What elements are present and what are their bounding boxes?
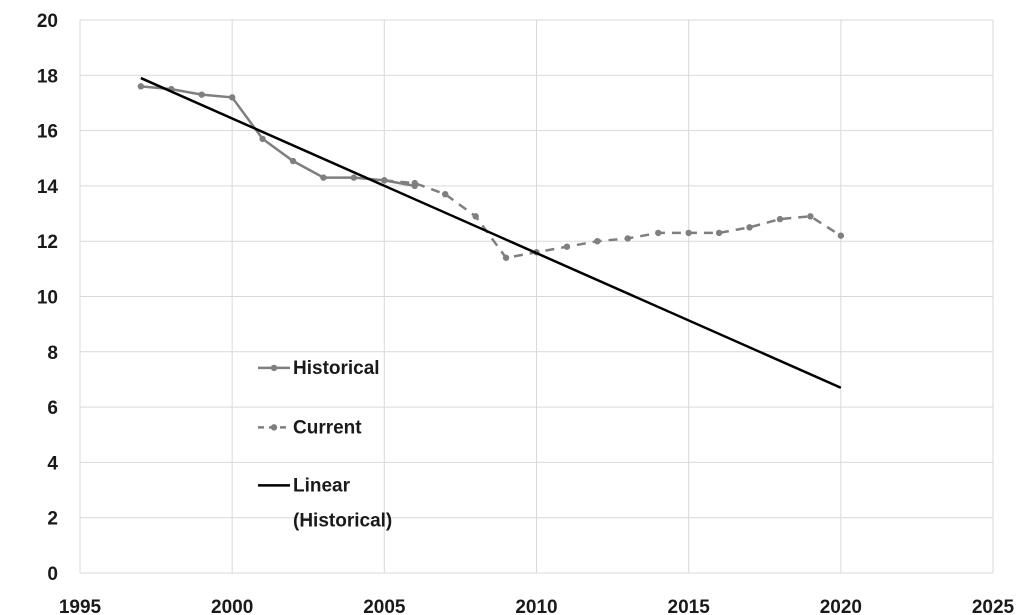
series-line <box>140 85 415 188</box>
series-current <box>381 177 845 261</box>
data-point <box>381 177 388 184</box>
legend-item: Linear (Historical) <box>258 475 392 531</box>
y-tick-label: 0 <box>47 564 58 585</box>
trend-line <box>140 76 842 389</box>
x-tick-label: 2000 <box>211 597 253 615</box>
legend-marker <box>270 424 278 431</box>
x-tick-label: 2020 <box>820 597 862 615</box>
data-point <box>411 182 418 190</box>
data-point <box>624 235 631 242</box>
data-point <box>472 213 479 220</box>
legend-marker <box>270 364 278 372</box>
y-tick-label: 16 <box>37 122 58 143</box>
data-point <box>807 213 814 220</box>
series-line <box>384 179 842 260</box>
data-point <box>837 232 845 239</box>
x-tick-label: 2015 <box>668 597 711 615</box>
y-tick-label: 2 <box>47 509 58 530</box>
legend-label: (Historical) <box>293 510 392 531</box>
gridlines <box>79 19 994 574</box>
data-point <box>685 229 692 237</box>
data-point <box>655 229 662 237</box>
y-tick-label: 12 <box>37 232 58 253</box>
legend-item: Historical <box>258 358 380 379</box>
x-tick-label: 2025 <box>972 597 1015 615</box>
x-tick-label: 1995 <box>59 597 102 615</box>
data-point <box>746 224 753 231</box>
y-axis-tick-labels: 0 2 4 6 8 10 12 14 16 18 20 <box>37 11 59 585</box>
data-point <box>350 174 358 181</box>
legend-label: Linear <box>293 475 351 496</box>
data-point <box>259 135 266 143</box>
x-tick-label: 2005 <box>363 597 406 615</box>
y-tick-label: 20 <box>37 11 58 32</box>
data-point <box>563 243 571 250</box>
data-point <box>198 91 205 98</box>
y-tick-label: 18 <box>37 66 58 87</box>
data-point <box>137 83 145 90</box>
data-point <box>289 157 297 165</box>
data-point <box>776 215 784 223</box>
legend-item: Current <box>258 417 362 438</box>
x-tick-label: 2010 <box>515 597 557 615</box>
data-point <box>594 238 601 245</box>
x-axis-tick-labels: 1995 2000 2005 2010 2015 2020 2025 <box>59 597 1015 615</box>
y-tick-label: 6 <box>47 398 58 419</box>
y-tick-label: 4 <box>47 453 58 474</box>
y-tick-label: 14 <box>37 177 59 198</box>
series-historical <box>137 83 418 190</box>
y-tick-label: 8 <box>47 343 58 364</box>
data-point <box>320 174 327 181</box>
series-linear-historical <box>140 76 842 389</box>
data-point <box>228 94 236 101</box>
legend-label: Historical <box>293 358 380 379</box>
legend: Historical Current Linear (Historical) <box>258 358 392 531</box>
data-point <box>502 254 510 261</box>
series-layer <box>137 76 845 389</box>
y-tick-label: 10 <box>37 288 58 309</box>
data-point <box>442 190 449 198</box>
data-point <box>715 229 723 237</box>
legend-label: Current <box>293 417 362 438</box>
